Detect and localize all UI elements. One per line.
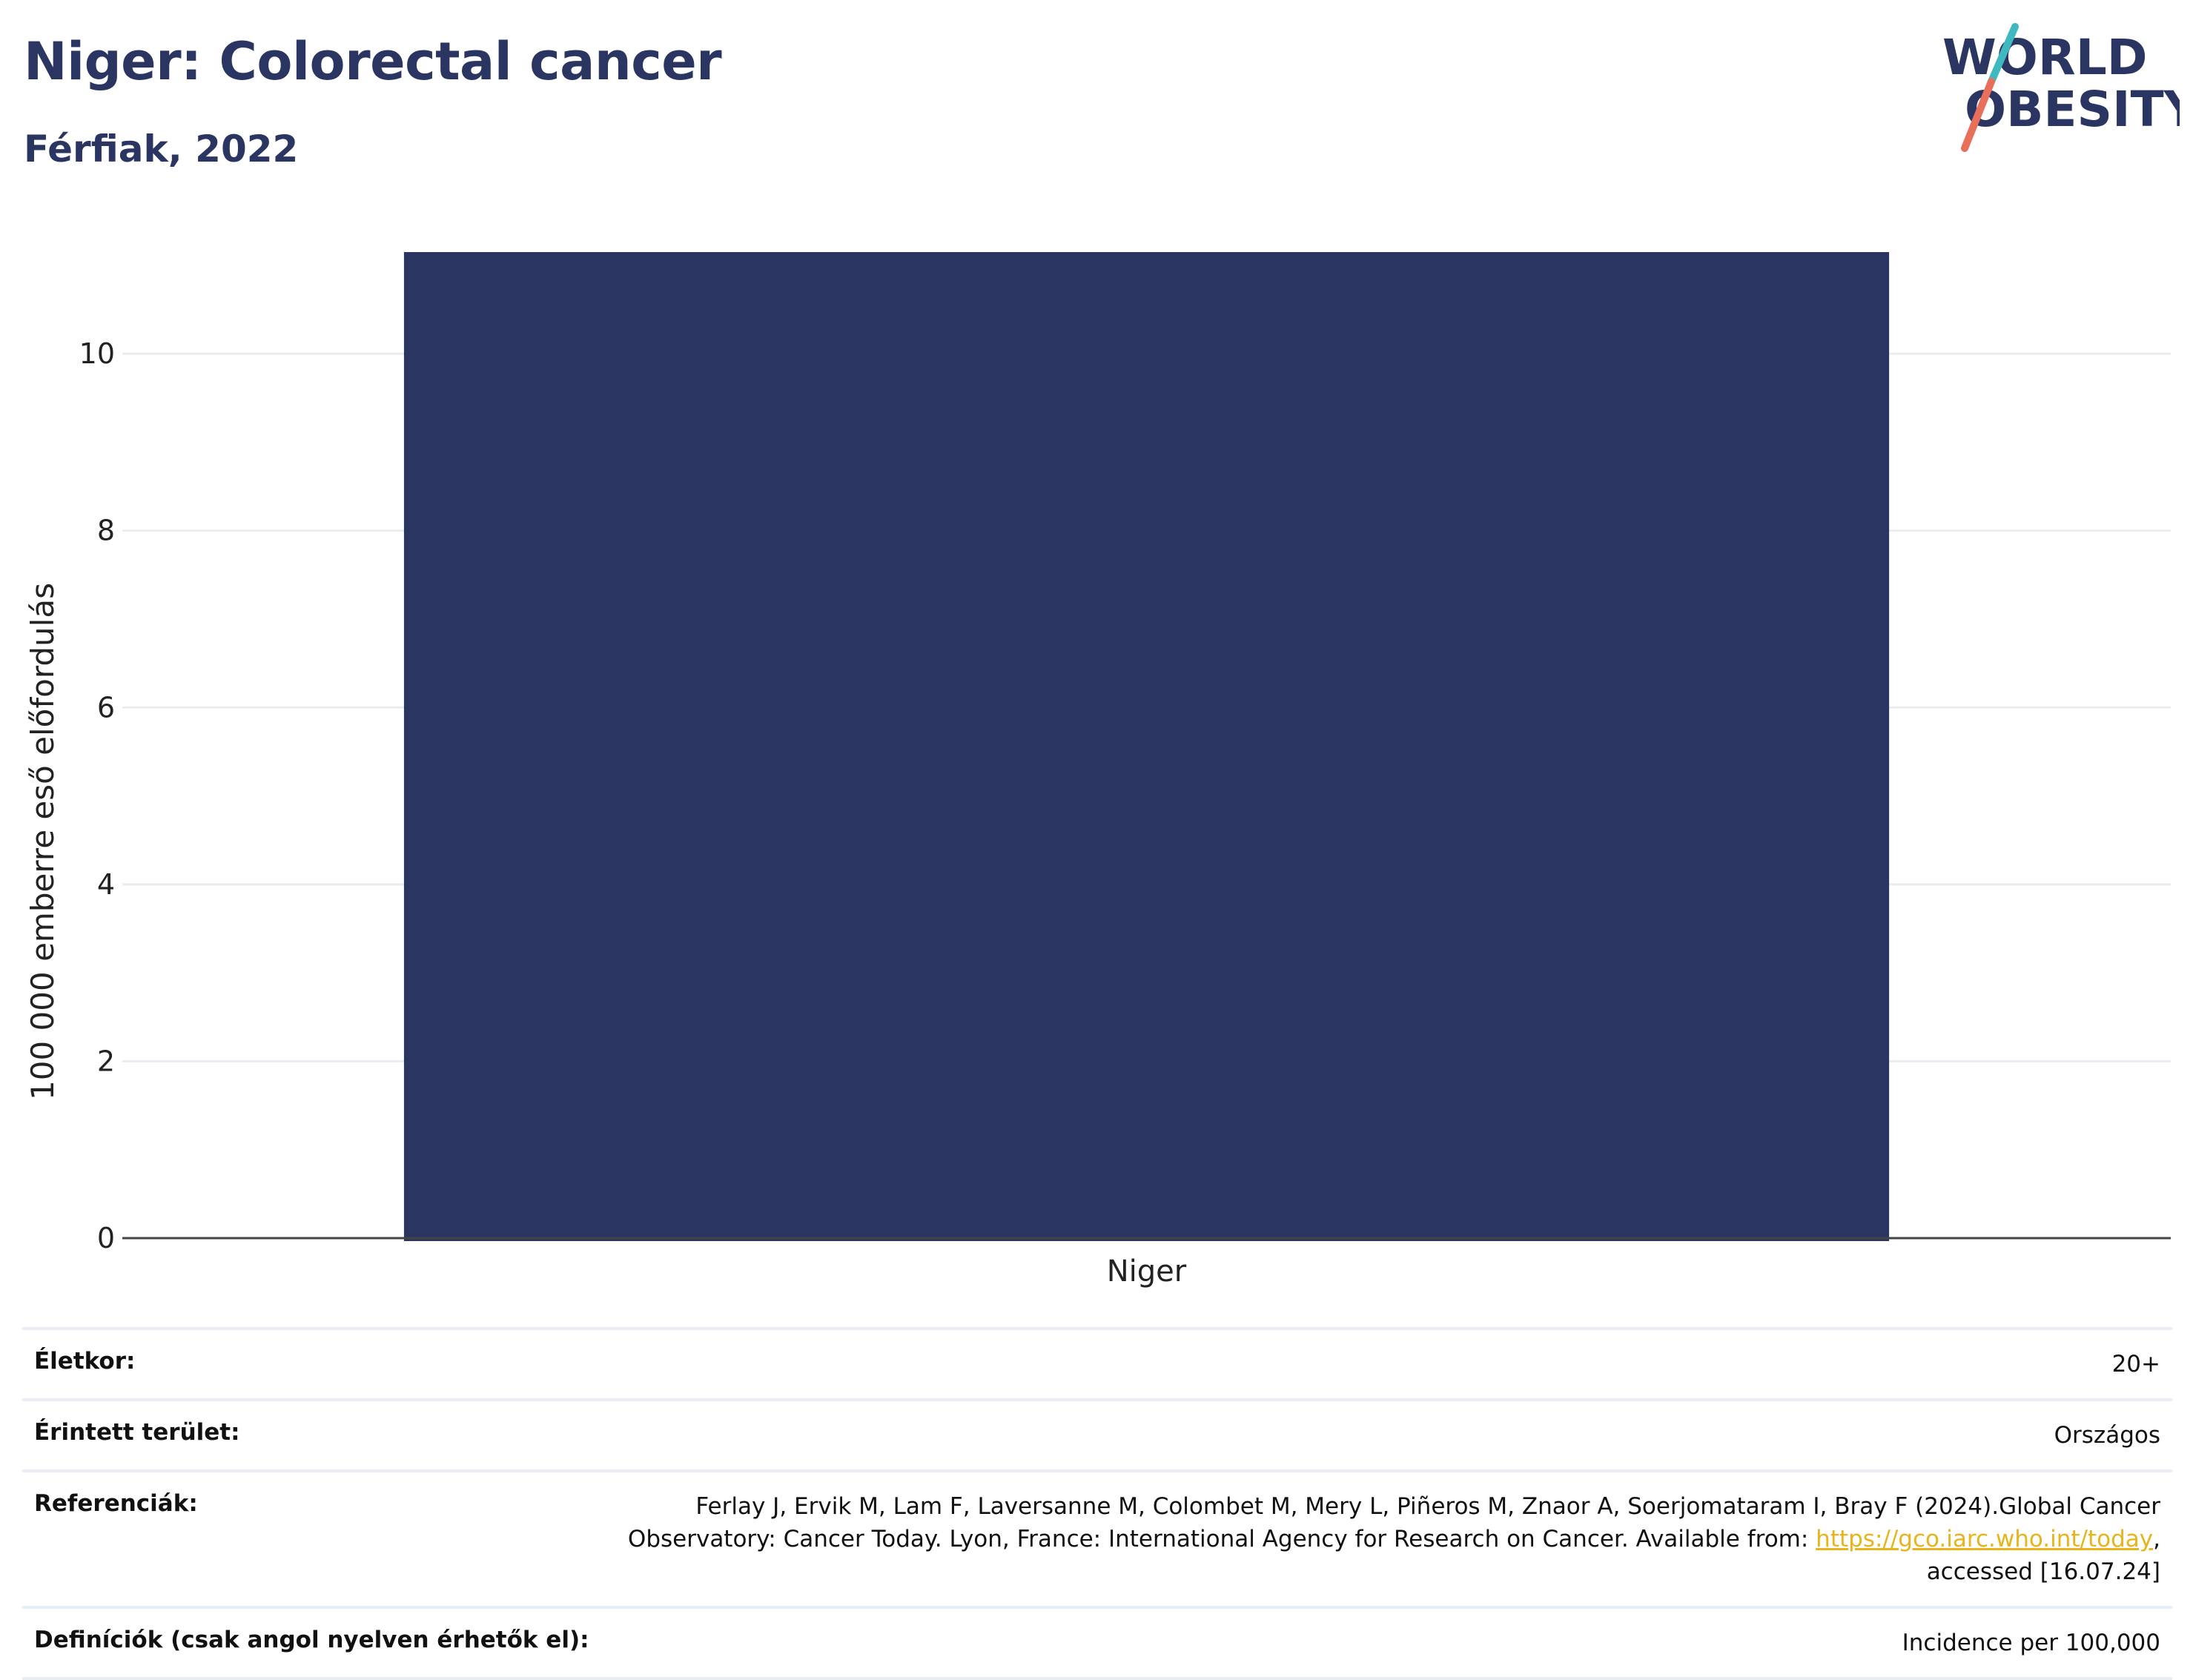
y-tick-label: 4 xyxy=(97,868,115,901)
age-label: Életkor: xyxy=(34,1348,136,1375)
y-tick-label: 10 xyxy=(79,337,115,370)
info-table: Életkor: 20+ Érintett terület: Országos … xyxy=(22,1327,2172,1680)
chart-title: Niger: Colorectal cancer xyxy=(24,31,722,92)
references-label: Referenciák: xyxy=(34,1490,198,1517)
info-row-references: Referenciák: Ferlay J, Ervik M, Lam F, L… xyxy=(22,1469,2172,1606)
chart-subtitle: Férfiak, 2022 xyxy=(24,128,299,171)
references-text-end: , accessed [16.07.24] xyxy=(1926,1526,2160,1585)
logo-slash-bottom xyxy=(1961,78,1995,152)
logo-text-world: WORLD xyxy=(1942,29,2148,86)
references-text: Ferlay J, Ervik M, Lam F, Laversanne M, … xyxy=(627,1493,2160,1552)
y-tick-label: 6 xyxy=(97,691,115,724)
age-value: 20+ xyxy=(2111,1351,2160,1378)
y-tick-label: 8 xyxy=(97,515,115,547)
area-value: Országos xyxy=(2054,1422,2160,1449)
y-tick-label: 0 xyxy=(97,1222,115,1254)
definitions-label: Definíciók (csak angol nyelven érhetők e… xyxy=(34,1627,589,1653)
y-axis-title: 100 000 emberre eső előfordulás xyxy=(24,583,61,1100)
definitions-value: Incidence per 100,000 xyxy=(1902,1630,2160,1656)
info-row-area: Érintett terület: Országos xyxy=(22,1398,2172,1469)
info-row-definitions: Definíciók (csak angol nyelven érhetők e… xyxy=(22,1606,2172,1680)
world-obesity-logo: WORLD OBESITY xyxy=(1942,23,2180,152)
references-link[interactable]: https://gco.iarc.who.int/today xyxy=(1816,1526,2154,1552)
info-row-age: Életkor: 20+ xyxy=(22,1327,2172,1398)
y-tick-label: 2 xyxy=(97,1045,115,1077)
references-value: Ferlay J, Ervik M, Lam F, Laversanne M, … xyxy=(566,1490,2160,1588)
logo-slash-top xyxy=(1988,23,2019,85)
logo-text-obesity: OBESITY xyxy=(1965,81,2180,138)
area-label: Érintett terület: xyxy=(34,1419,240,1446)
bar-chart: 0 2 4 6 8 10 Niger 100 000 emberre eső előfordu… xyxy=(24,252,2171,1289)
x-tick-label: Niger xyxy=(1107,1254,1187,1289)
bar xyxy=(403,252,1890,1241)
